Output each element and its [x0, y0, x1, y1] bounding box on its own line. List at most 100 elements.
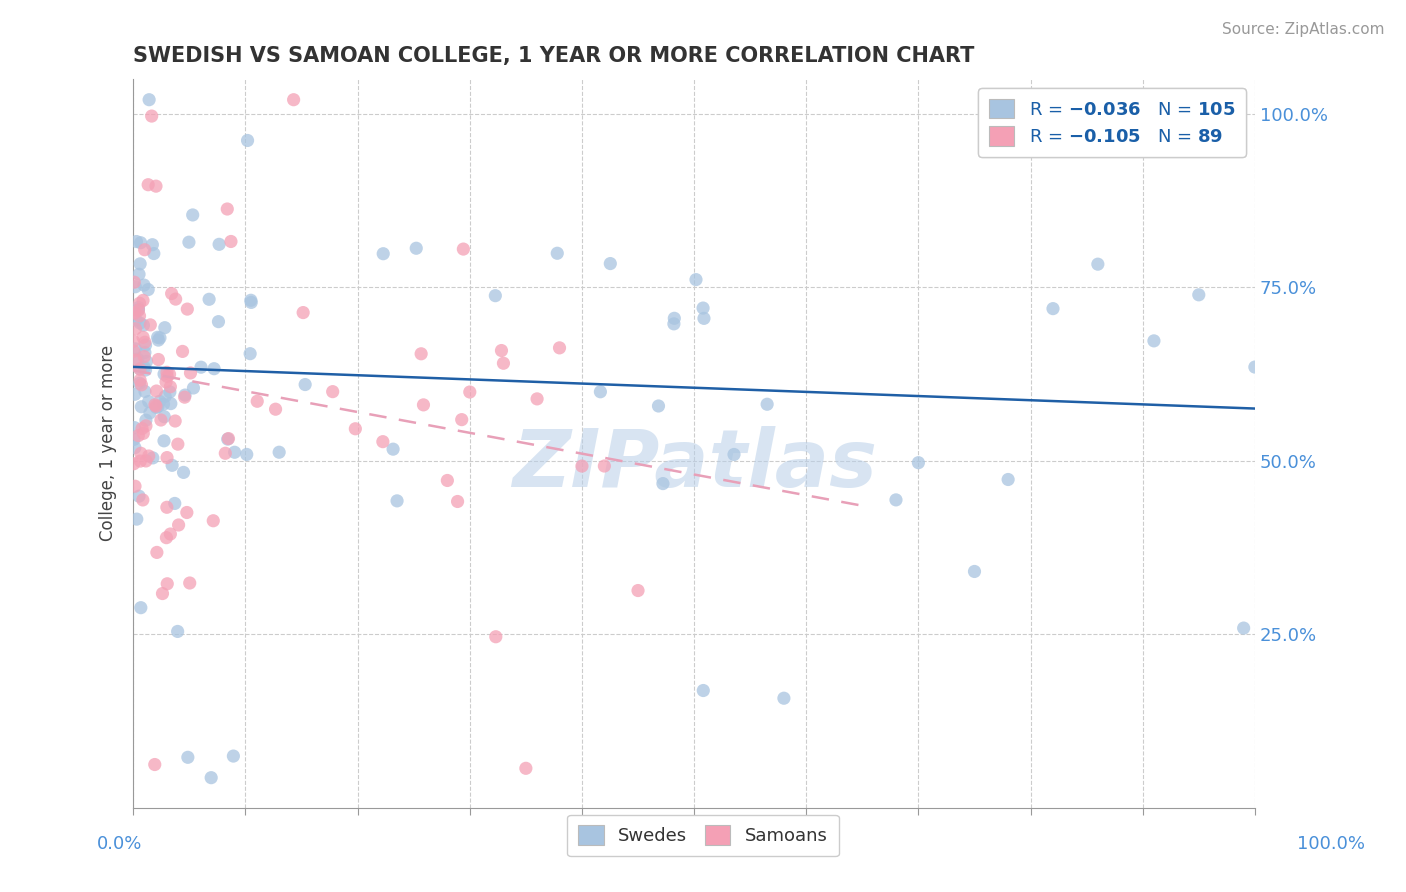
Point — [131, 400, 153, 414]
Point — [127, 301, 149, 315]
Y-axis label: College, 1 year or more: College, 1 year or more — [100, 345, 117, 541]
Point — [122, 457, 145, 471]
Point — [240, 295, 263, 310]
Point — [135, 338, 157, 352]
Point — [1188, 288, 1211, 302]
Point — [153, 367, 176, 381]
Legend: Swedes, Samoans: Swedes, Samoans — [568, 814, 838, 856]
Point — [167, 437, 190, 451]
Point — [373, 246, 395, 260]
Point — [515, 761, 537, 775]
Point — [134, 360, 156, 375]
Point — [246, 394, 269, 409]
Point — [129, 257, 152, 271]
Point — [124, 279, 146, 293]
Point — [128, 376, 150, 391]
Point — [571, 459, 593, 474]
Point — [124, 479, 146, 493]
Point — [135, 418, 157, 433]
Point — [1143, 334, 1166, 348]
Point — [219, 235, 242, 249]
Point — [127, 303, 149, 318]
Point — [153, 320, 176, 334]
Point — [756, 397, 779, 411]
Point — [146, 400, 169, 414]
Point — [723, 448, 745, 462]
Point — [176, 506, 198, 520]
Point — [179, 366, 201, 380]
Point — [239, 347, 262, 361]
Point — [124, 441, 146, 455]
Text: 0.0%: 0.0% — [97, 835, 142, 853]
Point — [128, 362, 150, 376]
Point — [131, 377, 153, 392]
Point — [458, 384, 481, 399]
Point — [997, 473, 1019, 487]
Point — [492, 356, 515, 370]
Point — [124, 322, 146, 336]
Point — [236, 133, 259, 147]
Point — [385, 494, 408, 508]
Point — [149, 413, 172, 427]
Point — [177, 750, 200, 764]
Point — [132, 318, 155, 333]
Point — [153, 434, 176, 448]
Point — [664, 311, 686, 326]
Point — [128, 309, 150, 323]
Point — [152, 397, 174, 411]
Point — [139, 406, 162, 420]
Point — [125, 512, 148, 526]
Point — [128, 267, 150, 281]
Point — [269, 445, 291, 459]
Point — [138, 449, 160, 463]
Point — [145, 401, 167, 415]
Point — [165, 414, 187, 428]
Point — [129, 446, 152, 460]
Point — [647, 399, 669, 413]
Point — [217, 202, 239, 216]
Point — [124, 420, 146, 434]
Point — [127, 302, 149, 317]
Point — [145, 399, 167, 413]
Point — [129, 235, 152, 250]
Point — [692, 683, 714, 698]
Point — [214, 446, 236, 460]
Point — [177, 235, 200, 250]
Point — [235, 447, 257, 461]
Point — [491, 343, 513, 358]
Point — [884, 492, 907, 507]
Point — [134, 345, 156, 359]
Point — [165, 292, 187, 306]
Point — [1042, 301, 1064, 316]
Point — [127, 351, 149, 366]
Point — [662, 317, 685, 331]
Point — [599, 256, 621, 270]
Point — [129, 600, 152, 615]
Point — [122, 334, 145, 348]
Point — [125, 313, 148, 327]
Point — [292, 305, 315, 319]
Point — [136, 178, 159, 192]
Point — [138, 93, 160, 107]
Point — [412, 398, 434, 412]
Point — [485, 630, 508, 644]
Point — [652, 476, 675, 491]
Point — [152, 586, 174, 600]
Point — [446, 494, 468, 508]
Point — [134, 335, 156, 350]
Point — [159, 396, 181, 410]
Point — [155, 375, 177, 389]
Point — [156, 365, 179, 379]
Point — [1087, 257, 1109, 271]
Point — [160, 286, 183, 301]
Point — [160, 458, 183, 473]
Point — [173, 390, 195, 404]
Point — [450, 412, 472, 426]
Point — [693, 311, 716, 326]
Point — [436, 474, 458, 488]
Point — [156, 369, 179, 384]
Point — [139, 318, 162, 332]
Point — [208, 237, 231, 252]
Point — [149, 331, 172, 345]
Point — [132, 293, 155, 308]
